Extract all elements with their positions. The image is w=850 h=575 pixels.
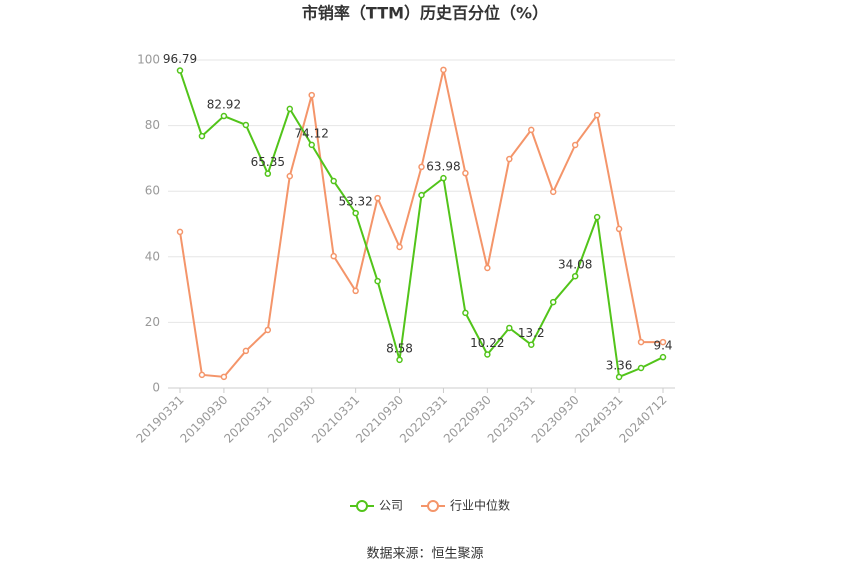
data-point: [593, 111, 601, 119]
data-point: [308, 91, 315, 99]
data-point: [220, 112, 228, 120]
data-point: [506, 324, 513, 332]
y-tick-label: 60: [145, 184, 160, 198]
y-tick-label: 100: [137, 53, 160, 67]
series-line: [179, 70, 664, 379]
data-point: [220, 373, 228, 381]
data-point: [659, 338, 667, 346]
data-label: 74.12: [295, 126, 329, 140]
x-tick-label: 20240712: [617, 393, 670, 446]
data-point: [615, 373, 623, 381]
series-line: [179, 69, 663, 378]
data-point: [571, 272, 579, 280]
data-label: 9.4: [653, 339, 672, 353]
data-point: [396, 243, 403, 251]
data-point: [528, 126, 535, 134]
data-label: 13.2: [518, 326, 545, 340]
y-tick-label: 20: [145, 315, 160, 329]
data-point: [484, 264, 491, 272]
legend-label: 公司: [379, 499, 403, 513]
data-point: [352, 287, 359, 295]
data-point: [615, 225, 623, 233]
data-point: [242, 347, 250, 355]
data-point: [308, 141, 315, 149]
data-label: 63.98: [426, 160, 460, 174]
data-point: [396, 356, 403, 364]
data-point: [659, 353, 667, 361]
y-tick-label: 40: [145, 249, 160, 263]
data-point: [549, 188, 557, 196]
data-point: [549, 298, 557, 306]
data-point: [462, 309, 469, 317]
data-label: 34.08: [558, 258, 592, 272]
data-point: [198, 371, 206, 379]
data-label: 53.32: [338, 195, 372, 209]
data-point: [593, 213, 601, 221]
legend-label: 行业中位数: [450, 498, 510, 513]
data-point: [330, 177, 337, 185]
data-point: [198, 132, 206, 140]
y-tick-label: 80: [145, 118, 160, 132]
data-point: [374, 194, 381, 202]
data-label: 82.92: [207, 98, 241, 112]
data-point: [484, 351, 491, 358]
data-point: [264, 326, 272, 334]
data-point: [571, 141, 579, 149]
data-label: 96.79: [163, 52, 197, 66]
data-point: [330, 252, 337, 260]
data-point: [440, 66, 447, 74]
legend-marker: [356, 500, 368, 512]
data-point: [286, 105, 294, 113]
data-point: [637, 364, 645, 372]
data-label: 10.22: [470, 336, 504, 350]
data-point: [418, 163, 425, 171]
data-label: 8.58: [386, 341, 413, 355]
data-point: [264, 170, 272, 177]
legend-marker: [427, 500, 440, 512]
data-label: 65.35: [251, 155, 285, 169]
legend: 公司 行业中位数: [350, 498, 510, 513]
data-point: [176, 228, 184, 236]
data-point: [286, 172, 294, 180]
y-tick-label: 0: [152, 381, 160, 395]
data-point: [506, 155, 513, 163]
data-point: [528, 341, 535, 348]
data-point: [462, 169, 469, 177]
data-label: 3.36: [606, 358, 633, 372]
data-point: [637, 338, 645, 346]
data-point: [176, 67, 184, 74]
data-point: [418, 191, 425, 199]
data-point: [242, 121, 250, 129]
chart-title: 市销率（TTM）历史百分位（%）: [302, 4, 548, 23]
data-point: [352, 209, 359, 217]
data-point: [374, 277, 381, 285]
data-point: [440, 174, 447, 182]
source-note: 数据来源：恒生聚源: [366, 547, 483, 562]
